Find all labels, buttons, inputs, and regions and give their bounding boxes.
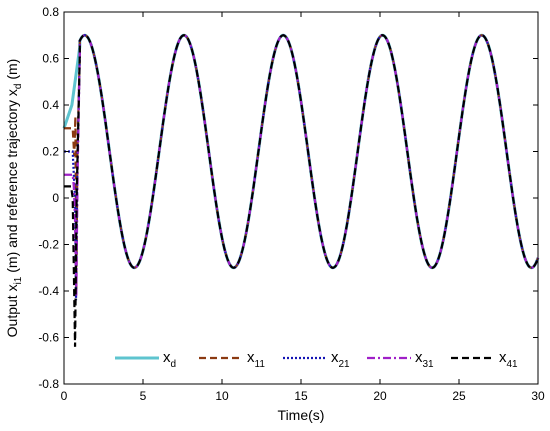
series-lines (62, 33, 540, 347)
x-tick-label: 15 (294, 389, 308, 403)
series-line-xd (62, 33, 540, 270)
y-title-sub1: i1 (13, 276, 24, 284)
legend-label-x21: x21 (331, 349, 350, 370)
y-tick-label: 0.8 (42, 5, 59, 19)
legend-label-x41: x41 (499, 349, 518, 370)
x-tick-labels: 0 5 10 15 20 25 30 (61, 389, 545, 403)
y-title-unit: (m) (4, 59, 20, 84)
y-title-sub2: d (13, 84, 24, 90)
y-title-mid: (m) and reference trajectory x (4, 89, 20, 277)
y-tick-label: 0.2 (42, 145, 59, 159)
x-tick-label: 5 (140, 389, 147, 403)
legend: xd x11 x21 x31 x41 (115, 349, 518, 370)
x-tick-label: 20 (373, 389, 387, 403)
x-tick-label: 10 (215, 389, 229, 403)
series-line-x31 (64, 34, 540, 296)
series-line-x11 (64, 34, 540, 292)
y-tick-label: 0 (52, 191, 59, 205)
y-tick-label: -0.4 (38, 284, 59, 298)
series-line-x41 (64, 34, 540, 347)
y-tick-label: -0.6 (38, 331, 59, 345)
y-tick-label: -0.2 (38, 238, 59, 252)
x-tick-label: 25 (452, 389, 466, 403)
y-axis-title: Output xi1 (m) and reference trajectory … (4, 59, 24, 338)
y-tick-labels: -0.8 -0.6 -0.4 -0.2 0 0.2 0.4 0.6 0.8 (38, 5, 59, 391)
legend-label-x31: x31 (415, 349, 434, 370)
plot-frame (63, 11, 539, 385)
x-tick-label: 30 (531, 389, 545, 403)
y-tick-label: 0.4 (42, 98, 59, 112)
y-title-base: Output x (4, 284, 20, 337)
axis-ticks (63, 11, 539, 385)
y-tick-label: 0.6 (42, 52, 59, 66)
legend-label-x11: x11 (247, 349, 265, 370)
legend-label-xd: xd (163, 349, 176, 370)
x-axis-title: Time(s) (278, 407, 325, 423)
y-tick-label: -0.8 (38, 377, 59, 391)
x-tick-label: 0 (61, 389, 68, 403)
